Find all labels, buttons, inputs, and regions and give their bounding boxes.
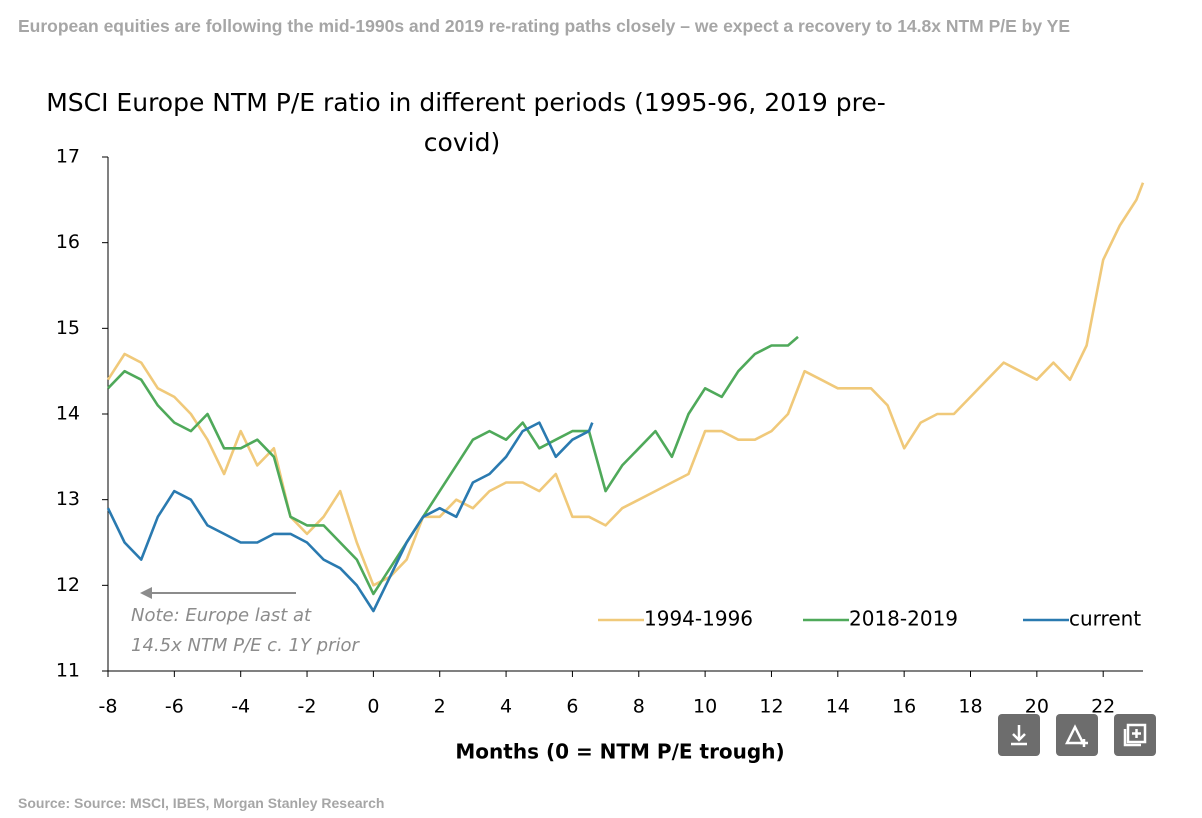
x-tick-label: 2 [434,696,446,718]
annotation-arrowhead [140,587,152,599]
line-series [106,421,594,613]
x-tick-label: -8 [99,696,118,718]
chart-title: covid) [424,128,500,157]
x-tick-label: -2 [298,696,317,718]
x-tick-label: 6 [566,696,578,718]
x-axis-label: Months (0 = NTM P/E trough) [455,740,784,764]
line-series [106,182,1145,587]
x-tick-label: 16 [892,696,916,718]
line-series [107,335,799,596]
x-tick-label: 0 [367,696,379,718]
download-button[interactable] [998,714,1040,756]
x-tick-label: 12 [759,696,783,718]
legend-label: current [1069,607,1141,631]
x-tick-label: 14 [826,696,850,718]
x-tick-label: 18 [958,696,982,718]
annotation: Note: Europe last at [131,605,312,626]
source: Source: Source: MSCI, IBES, Morgan Stanl… [18,795,385,811]
x-tick-label: 8 [633,696,645,718]
y-tick-label: 16 [56,231,80,253]
chart-button[interactable] [1056,714,1098,756]
x-tick-label: 22 [1091,696,1115,718]
legend-label: 1994-1996 [644,607,753,631]
y-tick-label: 14 [56,403,80,425]
y-tick-label: 15 [56,317,80,339]
chart-title: MSCI Europe NTM P/E ratio in different p… [46,88,886,117]
y-tick-label: 17 [56,146,80,168]
x-tick-label: 20 [1025,696,1049,718]
x-tick-label: -4 [231,696,250,718]
annotation: 14.5x NTM P/E c. 1Y prior [131,635,361,656]
x-tick-label: -6 [165,696,184,718]
header-title: European equities are following the mid-… [18,16,1070,36]
legend-label: 2018-2019 [849,607,958,631]
y-tick-label: 12 [56,574,80,596]
add-button[interactable] [1114,714,1156,756]
y-tick-label: 11 [56,660,80,682]
y-tick-label: 13 [56,488,80,510]
x-tick-label: 4 [500,696,512,718]
x-tick-label: 10 [693,696,717,718]
